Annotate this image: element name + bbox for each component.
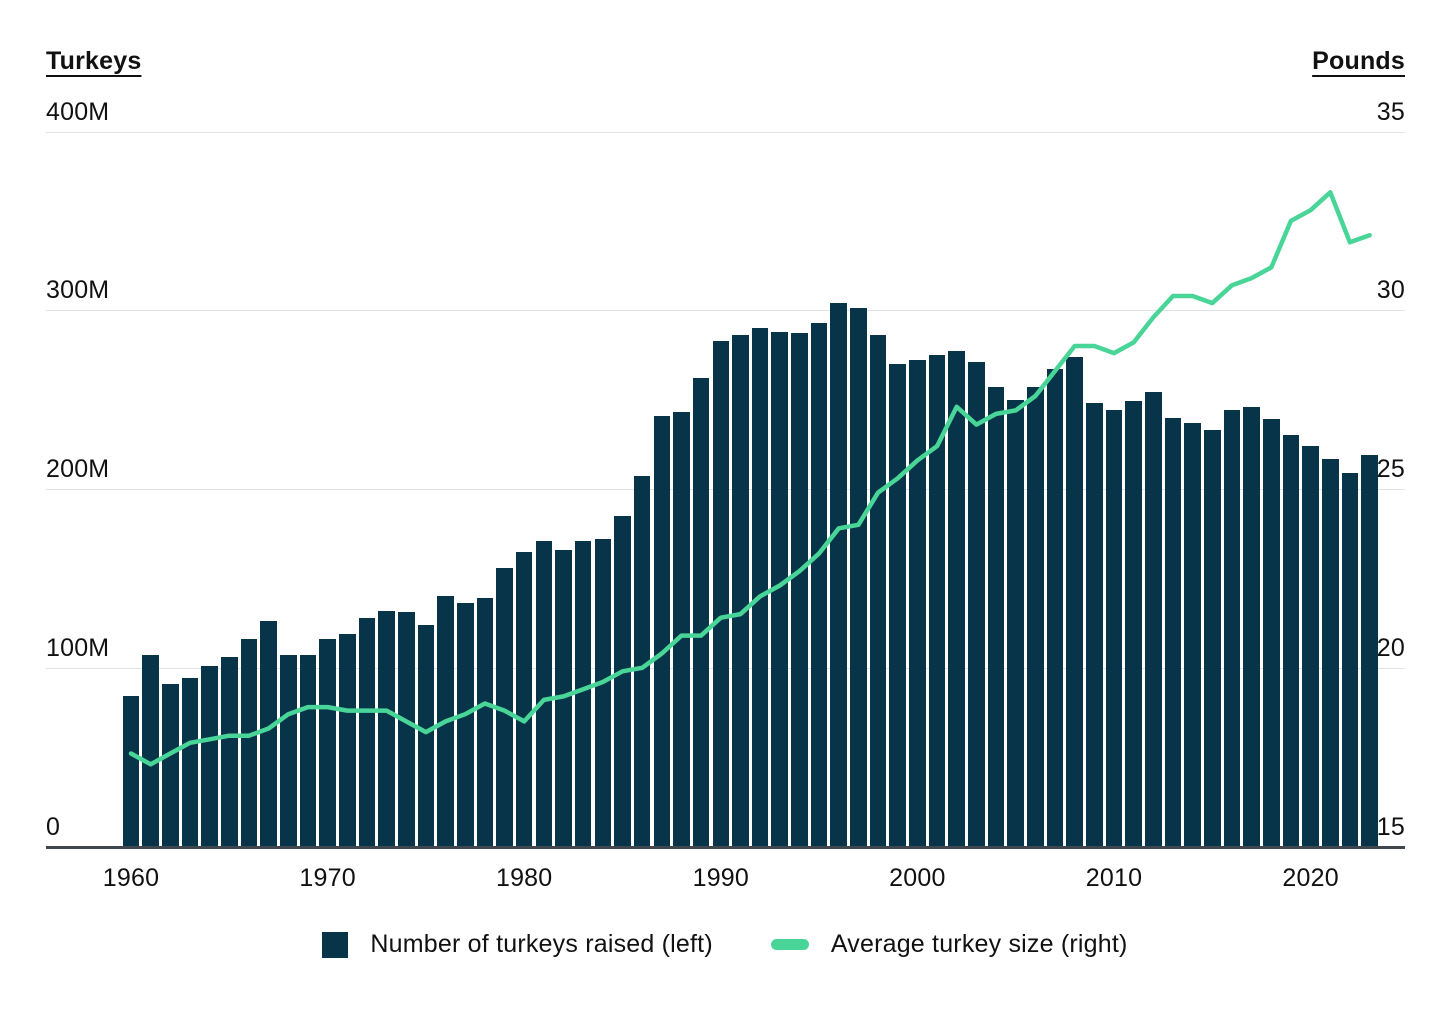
bar-1972: [358, 617, 376, 847]
gridline-400M: [46, 131, 1405, 133]
right-axis-tick-35: 35: [1376, 97, 1405, 126]
bar-1996: [830, 303, 848, 847]
bar-1981: [535, 540, 553, 847]
bar-2018: [1262, 419, 1280, 847]
bar-1967: [260, 621, 277, 847]
right-axis-title: Pounds: [1312, 47, 1405, 75]
bar-2013: [1164, 417, 1182, 847]
bar-1978: [476, 598, 494, 847]
bar-1986: [633, 476, 651, 847]
bar-1991: [732, 335, 749, 847]
bar-2002: [948, 351, 965, 847]
left-axis-title: Turkeys: [46, 47, 142, 75]
x-axis-tick-1970: 1970: [299, 864, 356, 892]
bar-1975: [417, 624, 435, 847]
bar-1999: [889, 363, 907, 847]
bar-2003: [968, 362, 985, 847]
legend-label-average-size: Average turkey size (right): [830, 930, 1128, 958]
bar-1990: [712, 340, 730, 847]
right-axis-tick-20: 20: [1376, 633, 1405, 662]
bar-2007: [1046, 369, 1064, 847]
bar-1973: [378, 610, 395, 847]
bar-2019: [1282, 435, 1300, 847]
gridline-300M: [46, 310, 1405, 312]
x-axis-tick-2020: 2020: [1282, 864, 1339, 892]
bar-1962: [162, 683, 179, 847]
bar-1979: [496, 567, 513, 847]
left-axis-tick-200M: 200M: [46, 455, 110, 483]
bar-2010: [1105, 410, 1123, 847]
left-axis-tick-300M: 300M: [46, 276, 110, 305]
bar-1969: [299, 655, 317, 847]
x-axis-tick-2010: 2010: [1085, 864, 1143, 892]
bar-1968: [279, 655, 297, 847]
legend-item-turkeys-raised: Number of turkeys raised (left): [322, 930, 713, 959]
x-axis-baseline: [46, 845, 1405, 849]
bar-1974: [397, 612, 415, 847]
bar-1993: [771, 331, 789, 847]
bar-1985: [614, 515, 631, 847]
bar-1998: [869, 335, 887, 847]
bar-2004: [987, 387, 1005, 847]
left-axis-tick-100M: 100M: [46, 633, 110, 662]
bar-1987: [653, 415, 671, 847]
bar-1995: [810, 322, 828, 847]
bar-1980: [515, 551, 533, 847]
right-axis-tick-30: 30: [1376, 276, 1405, 305]
bar-2022: [1341, 472, 1359, 847]
bar-1971: [338, 633, 356, 847]
bar-2012: [1145, 392, 1162, 847]
bar-2020: [1302, 446, 1319, 847]
legend-label-turkeys-raised: Number of turkeys raised (left): [370, 930, 713, 958]
bar-2023: [1361, 455, 1378, 847]
legend-item-average-size: Average turkey size (right): [770, 930, 1128, 959]
bar-1961: [142, 655, 159, 847]
bar-1989: [692, 378, 710, 847]
bar-1982: [555, 549, 572, 847]
bar-swatch-icon: [322, 931, 349, 958]
bar-2009: [1086, 403, 1103, 847]
bar-1994: [791, 333, 808, 847]
bar-1992: [751, 328, 769, 847]
legend: Number of turkeys raised (left) Average …: [0, 930, 1450, 959]
bar-2015: [1204, 430, 1221, 847]
bar-2008: [1066, 356, 1083, 847]
bar-2014: [1184, 422, 1201, 847]
bar-1976: [437, 596, 454, 847]
bar-2011: [1125, 401, 1142, 847]
line-swatch-icon: [770, 939, 809, 950]
bar-1964: [201, 665, 218, 847]
bar-1983: [574, 540, 592, 847]
x-axis-tick-2000: 2000: [889, 864, 946, 892]
bar-1960: [122, 696, 140, 847]
bar-1963: [181, 678, 199, 847]
x-axis-tick-1960: 1960: [102, 864, 160, 892]
x-axis-tick-1990: 1990: [692, 864, 750, 892]
bar-2000: [909, 360, 926, 847]
bar-2001: [928, 354, 946, 847]
bar-1977: [456, 603, 474, 847]
bar-1966: [240, 639, 258, 847]
x-axis-tick-1980: 1980: [495, 864, 553, 892]
bar-1965: [221, 657, 238, 847]
bar-1984: [594, 539, 612, 847]
bar-2021: [1321, 458, 1339, 847]
bar-1997: [850, 308, 867, 847]
right-axis-tick-15: 15: [1376, 812, 1405, 841]
left-axis-tick-400M: 400M: [46, 97, 110, 126]
bar-2017: [1243, 406, 1260, 847]
bar-2005: [1007, 399, 1024, 847]
bar-1970: [319, 639, 336, 847]
left-axis-tick-0: 0: [46, 812, 61, 841]
bar-1988: [673, 412, 690, 847]
bar-2016: [1223, 410, 1241, 847]
bar-2006: [1027, 387, 1044, 847]
right-axis-tick-25: 25: [1376, 455, 1405, 483]
